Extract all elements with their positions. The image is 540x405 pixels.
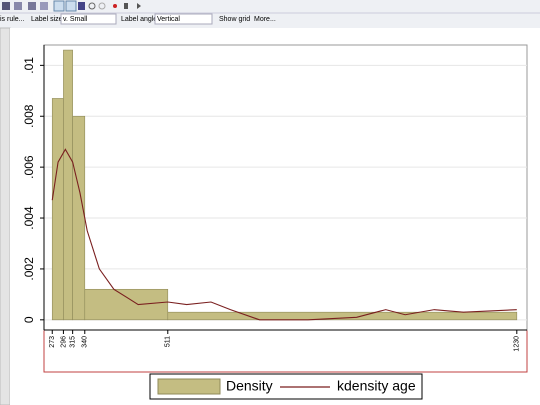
- x-tick-label: 315: [69, 336, 76, 348]
- y-tick-label: .006: [22, 155, 36, 179]
- icon[interactable]: [78, 2, 85, 10]
- legend: Density kdensity age: [149, 373, 423, 400]
- side-panel: [0, 27, 11, 405]
- toolbar-icons: [2, 0, 141, 12]
- icon[interactable]: [98, 2, 106, 10]
- toolbar-text[interactable]: is rule...: [0, 16, 25, 23]
- density-line: [51, 148, 517, 321]
- y-tick-label: .01: [22, 57, 36, 74]
- dropdown[interactable]: [154, 13, 213, 25]
- histogram-bar: [51, 98, 64, 321]
- x-tick-label: 1230: [514, 336, 521, 352]
- y-tick-label: 0: [22, 316, 36, 323]
- icon[interactable]: [88, 2, 96, 10]
- toolbar-label: Label size:: [31, 16, 65, 23]
- dropdown-value: Vertical: [157, 16, 180, 23]
- icon[interactable]: [14, 2, 22, 10]
- histogram-bar: [63, 49, 73, 321]
- icon[interactable]: [28, 2, 36, 10]
- icon[interactable]: [137, 3, 141, 9]
- icon[interactable]: [65, 0, 77, 12]
- y-tick-label: .004: [22, 206, 36, 230]
- x-tick-label: 273: [49, 336, 56, 348]
- legend-swatch: [157, 378, 221, 395]
- dropdown[interactable]: [60, 13, 117, 25]
- y-tick-label: .008: [22, 104, 36, 128]
- icon[interactable]: [113, 4, 117, 8]
- x-tick-label: 296: [60, 336, 67, 348]
- plot-frame: [43, 44, 528, 331]
- plot: 0 .002 .004 .006 .008 .01 273 296 315 340 511 1230 D…: [22, 44, 528, 400]
- legend-label: kdensity age: [337, 378, 416, 394]
- legend-label: Density: [226, 378, 273, 394]
- toolbar-label: Label angle:: [121, 16, 159, 23]
- histogram-bar: [167, 311, 518, 321]
- y-tick-label: .002: [22, 257, 36, 281]
- icon[interactable]: [2, 2, 10, 10]
- dropdown-value: v. Small: [63, 16, 88, 23]
- icon[interactable]: [53, 0, 65, 12]
- histogram-bar: [72, 115, 86, 321]
- toolbar-button[interactable]: More...: [254, 16, 276, 23]
- histogram-bar: [84, 288, 169, 321]
- icon[interactable]: [40, 2, 48, 10]
- icon[interactable]: [124, 3, 128, 9]
- x-tick-label: 511: [165, 336, 172, 347]
- x-tick-label: 340: [82, 336, 89, 348]
- toolbar-button[interactable]: Show grid: [219, 16, 250, 23]
